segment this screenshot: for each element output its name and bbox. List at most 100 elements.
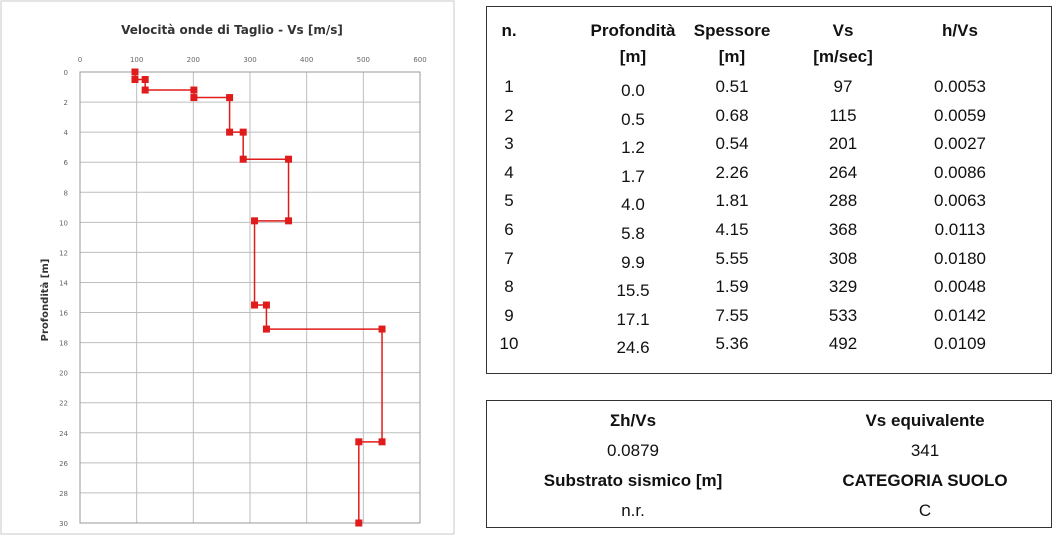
table-cell: 6 (504, 220, 514, 239)
data-point-marker (251, 301, 259, 309)
data-point-marker (226, 94, 234, 102)
y-tick-label: 18 (59, 340, 68, 348)
vs-profile-chart: Velocità onde di Taglio - Vs [m/s] Profo… (0, 0, 455, 535)
data-point-marker (285, 155, 293, 163)
data-point-marker (141, 76, 149, 84)
x-tick-label: 200 (187, 56, 200, 64)
data-point-marker (378, 438, 386, 446)
header-unit: [m] (718, 47, 746, 66)
table-cell: 1 (504, 77, 514, 96)
table-cell: 533 (828, 305, 858, 325)
table-cell: 2 (504, 105, 514, 125)
table-cell: 4.15 (715, 220, 749, 239)
vs-equivalente-value: 341 (910, 441, 940, 460)
chart-svg: Velocità onde di Taglio - Vs [m/s] Profo… (0, 0, 455, 535)
data-point-marker (141, 86, 149, 94)
table-cell: 24.6 (616, 338, 650, 358)
substrato-sismico-value: n.r. (621, 501, 645, 520)
x-tick-label: 100 (130, 56, 143, 64)
data-point-marker (131, 68, 139, 76)
table-cell: 1.59 (715, 277, 749, 297)
table-cell: 5.8 (621, 224, 645, 243)
table-cell: 7.55 (715, 305, 749, 325)
table-row: 3 1.2 0.54 201 0.0027 (487, 134, 1051, 158)
y-tick-label: 22 (59, 400, 68, 408)
data-point-marker (251, 217, 259, 225)
y-tick-label: 0 (64, 69, 68, 77)
sum-h-vs-value: 0.0879 (607, 441, 659, 460)
table-cell: 329 (828, 277, 858, 297)
header-cell: h/Vs (942, 21, 978, 40)
table-cell: 9 (504, 305, 514, 325)
table-cell: 264 (828, 162, 858, 182)
table-cell: 0.54 (715, 134, 749, 154)
y-tick-label: 8 (64, 189, 68, 197)
table-cell: 5.55 (715, 248, 749, 268)
x-tick-label: 0 (78, 56, 82, 64)
table-row: 5 4.0 1.81 288 0.0063 (487, 191, 1051, 215)
data-point-marker (355, 438, 363, 446)
table-cell: 201 (828, 134, 858, 154)
table-cell: 1.81 (715, 191, 749, 211)
table-row: 4 1.7 2.26 264 0.0086 (487, 163, 1051, 187)
table-cell: 368 (828, 220, 858, 239)
table-cell: 0.0113 (934, 220, 986, 239)
table-cell: 308 (828, 248, 858, 268)
header-unit: [m/sec] (813, 47, 873, 66)
data-point-marker (262, 325, 270, 333)
data-point-marker (190, 86, 198, 94)
table-cell: 10 (499, 334, 519, 354)
header-cell: Profondità (590, 21, 676, 40)
chart-frame (0, 0, 455, 535)
sum-h-vs-label: Σh/Vs (609, 411, 657, 430)
table-cell: 0.5 (621, 109, 645, 129)
table-row: 7 9.9 5.55 308 0.0180 (487, 249, 1051, 273)
categoria-suolo-label: CATEGORIA SUOLO (842, 471, 1008, 490)
y-tick-label: 2 (64, 99, 68, 107)
table-cell: 15.5 (616, 281, 650, 301)
data-point-marker (131, 76, 139, 84)
table-row: 9 17.1 7.55 533 0.0142 (487, 306, 1051, 330)
table-cell: 2.26 (715, 162, 749, 182)
table-cell: 0.0059 (934, 105, 986, 125)
table-cell: 0.0048 (934, 277, 986, 297)
y-tick-label: 28 (59, 490, 68, 498)
table-cell: 288 (828, 191, 858, 211)
table-cell: 7 (504, 248, 514, 268)
vs-equivalente-label: Vs equivalente (865, 411, 985, 430)
table-cell: 17.1 (616, 309, 650, 329)
table-cell: 9.9 (621, 252, 645, 272)
table-cell: 5.36 (715, 334, 749, 354)
summary-box: Σh/Vs 0.0879 Vs equivalente 341 Substrat… (486, 400, 1052, 528)
table-cell: 1.2 (621, 138, 645, 158)
table-cell: 0.0053 (934, 77, 986, 96)
table-cell: 0.0063 (934, 191, 986, 211)
x-tick-label: 600 (413, 56, 426, 64)
table-row: 6 5.8 4.15 368 0.0113 (487, 220, 1051, 244)
y-tick-label: 30 (59, 520, 68, 528)
data-point-marker (285, 217, 293, 225)
y-tick-label: 26 (59, 460, 68, 468)
table-cell: 0.0086 (934, 162, 986, 182)
data-point-marker (355, 519, 363, 527)
x-tick-label: 500 (357, 56, 370, 64)
y-tick-label: 6 (64, 159, 69, 167)
x-tick-label: 300 (243, 56, 256, 64)
header-unit: [m] (619, 47, 647, 66)
categoria-suolo-value: C (918, 501, 932, 520)
layers-table: n. Profondità [m] Spessore [m] Vs [m/sec] h/Vs … (486, 6, 1052, 374)
table-cell: 5 (504, 191, 514, 211)
data-point-marker (378, 325, 386, 333)
y-tick-label: 16 (59, 310, 68, 318)
table-row: 8 15.5 1.59 329 0.0048 (487, 277, 1051, 301)
chart-title: Velocità onde di Taglio - Vs [m/s] (121, 23, 343, 37)
data-point-marker (239, 128, 247, 136)
x-tick-label: 400 (300, 56, 313, 64)
data-point-marker (226, 128, 234, 136)
series-line (134, 72, 383, 523)
table-cell: 0.0180 (934, 248, 986, 268)
substrato-sismico-label: Substrato sismico [m] (543, 471, 723, 490)
table-cell: 8 (504, 277, 514, 297)
table-cell: 492 (828, 334, 858, 354)
y-tick-label: 4 (64, 129, 69, 137)
